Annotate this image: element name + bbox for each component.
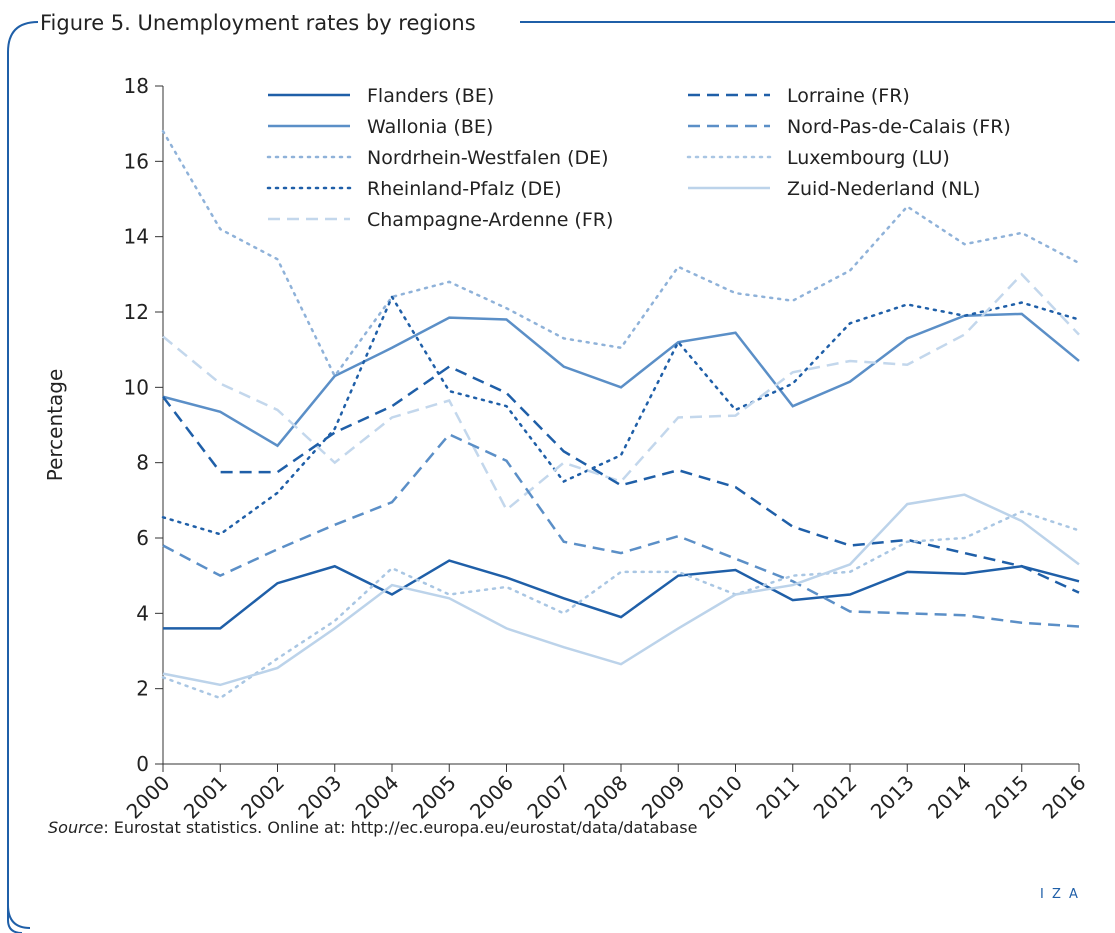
- y-tick-label: 10: [124, 375, 149, 399]
- x-tick-label: 2005: [408, 771, 461, 824]
- chart-title: Figure 5. Unemployment rates by regions: [40, 11, 476, 35]
- frame-corner: [7, 904, 31, 929]
- x-tick-label: 2006: [465, 771, 518, 824]
- source-text: : Eurostat statistics. Online at: http:/…: [103, 818, 697, 837]
- legend-label: Flanders (BE): [367, 85, 494, 107]
- legend-label: Nord-Pas-de-Calais (FR): [787, 116, 1011, 138]
- x-tick-label: 2012: [809, 771, 862, 824]
- source: Source: Eurostat statistics. Online at: …: [48, 818, 697, 837]
- y-tick-label: 4: [136, 601, 149, 625]
- x-tick-label: 2013: [866, 771, 919, 824]
- series-line: [162, 493, 1080, 687]
- x-tick-label: 2002: [236, 771, 289, 824]
- x-tick-label: 2007: [522, 771, 575, 824]
- x-tick-label: 2009: [637, 771, 690, 824]
- x-tick-label: 2011: [751, 771, 804, 824]
- y-axis-label: Percentage: [43, 369, 67, 482]
- y-tick-label: 6: [136, 526, 149, 550]
- source-label: Source: [48, 818, 103, 837]
- series-line: [161, 129, 1081, 379]
- y-tick-label: 16: [124, 149, 149, 173]
- legend-label: Wallonia (BE): [367, 116, 493, 138]
- x-tick-label: 2003: [293, 771, 346, 824]
- y-tick-label: 0: [136, 752, 149, 776]
- y-tick-label: 8: [136, 451, 149, 475]
- x-tick-label: 2004: [351, 771, 404, 824]
- y-tick-label: 2: [136, 677, 149, 701]
- y-tick-label: 14: [124, 225, 149, 249]
- x-tick-label: 2014: [923, 771, 976, 824]
- legend-label: Zuid-Nederland (NL): [787, 178, 980, 200]
- series-line: [161, 294, 1081, 536]
- legend-label: Champagne-Ardenne (FR): [367, 209, 613, 231]
- legend-label: Nordrhein-Westfalen (DE): [367, 147, 609, 169]
- series-line: [162, 312, 1080, 448]
- series-line: [161, 510, 1081, 700]
- series-line: [162, 365, 1080, 594]
- y-tick-label: 18: [124, 74, 149, 98]
- legend-label: Lorraine (FR): [787, 85, 910, 107]
- y-tick-label: 12: [124, 300, 149, 324]
- x-tick-label: 2000: [122, 771, 175, 824]
- series-line: [162, 432, 1080, 628]
- logo: I Z A: [1040, 887, 1080, 902]
- series-line: [163, 559, 1080, 630]
- x-tick-label: 2008: [580, 771, 633, 824]
- series-line: [162, 272, 1080, 512]
- legend-label: Luxembourg (LU): [787, 147, 950, 169]
- x-tick-label: 2001: [179, 771, 232, 824]
- x-tick-label: 2016: [1038, 771, 1091, 824]
- x-tick-label: 2015: [980, 771, 1033, 824]
- x-tick-label: 2010: [694, 771, 747, 824]
- legend-label: Rheinland-Pfalz (DE): [367, 178, 562, 200]
